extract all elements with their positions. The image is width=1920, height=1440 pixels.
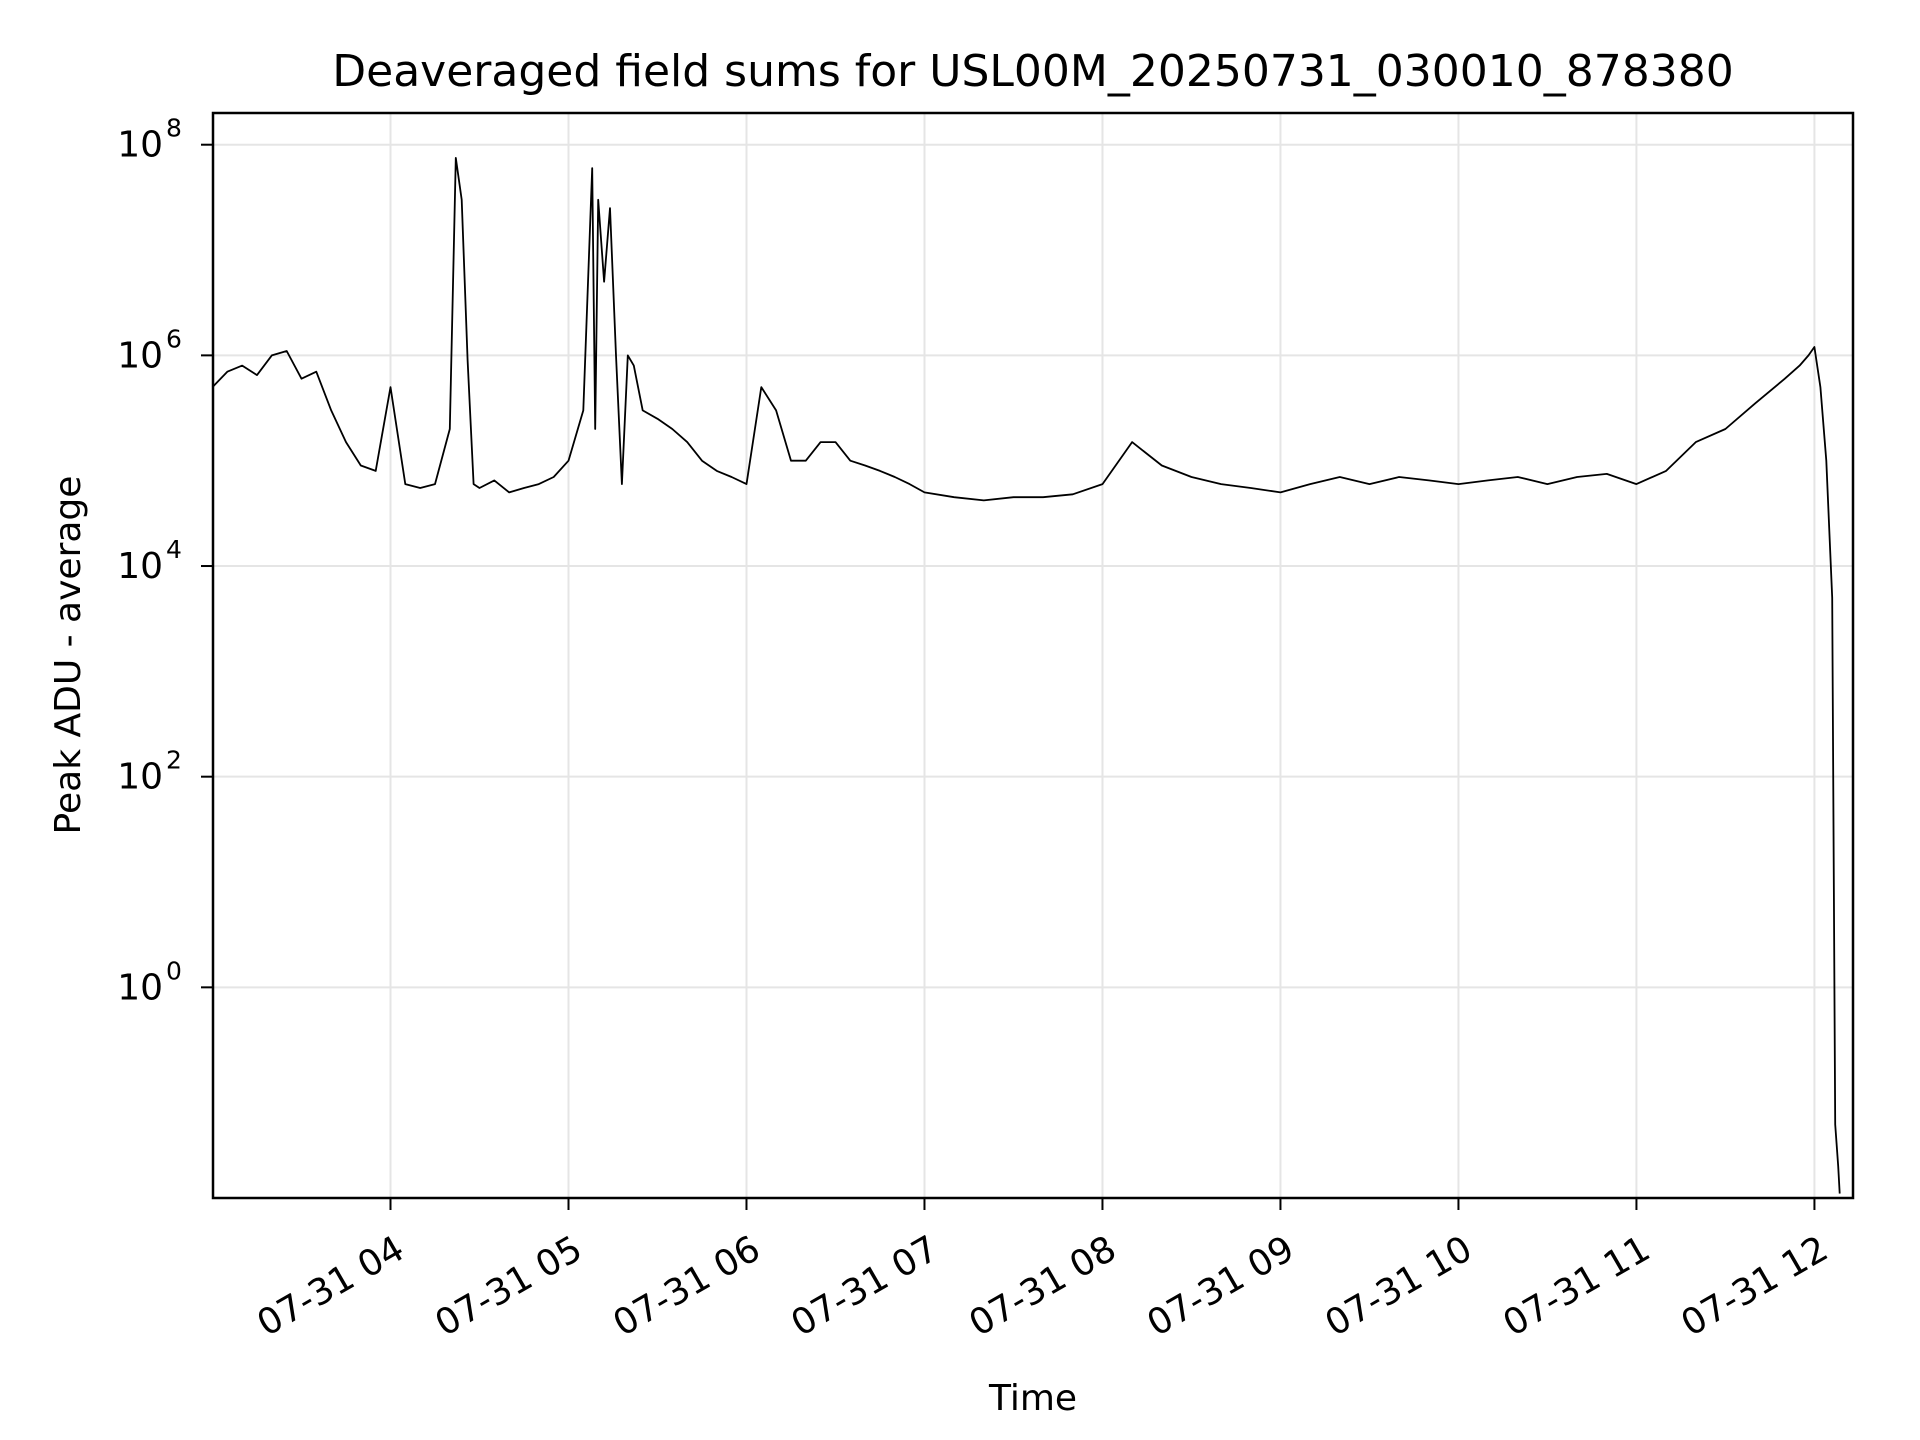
y-tick-label: 10	[117, 125, 163, 166]
series-group	[211, 156, 1841, 1194]
y-tick-base: 10	[117, 967, 163, 1008]
y-tick-base: 10	[117, 546, 163, 587]
y-tick-base: 10	[117, 125, 163, 166]
series-line	[211, 156, 1841, 1194]
grid-lines	[213, 113, 1853, 1198]
x-axis-label: Time	[988, 1378, 1077, 1419]
y-tick-exponent: 0	[166, 956, 182, 985]
y-tick-label: 10	[117, 967, 163, 1008]
y-tick-label: 10	[117, 546, 163, 587]
y-tick-exponent: 4	[166, 535, 182, 564]
y-tick-exponent: 6	[166, 324, 182, 353]
chart-title: Deaveraged field sums for USL00M_2025073…	[332, 46, 1733, 97]
y-tick-base: 10	[117, 335, 163, 376]
y-tick-label: 10	[117, 757, 163, 798]
y-tick-exponent: 8	[166, 114, 182, 143]
y-tick-label: 10	[117, 335, 163, 376]
y-tick-exponent: 2	[166, 746, 182, 775]
y-tick-base: 10	[117, 757, 163, 798]
y-axis-label: Peak ADU - average	[48, 476, 89, 835]
plot-frame	[211, 111, 1855, 1200]
